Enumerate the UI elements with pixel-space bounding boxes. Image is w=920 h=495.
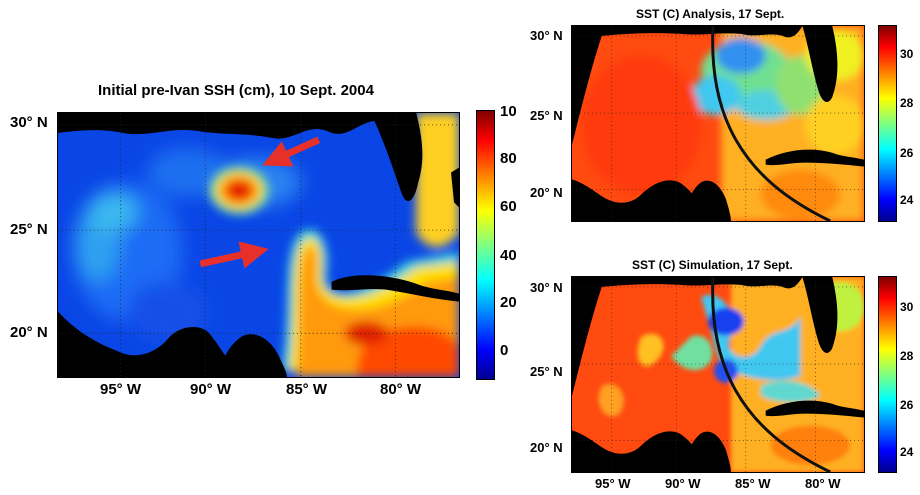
analysis-lat-tick-25: 25° N (530, 108, 563, 123)
ssh-lon-tick-85: 85° W (286, 381, 328, 398)
simulation-lat-tick-25: 25° N (530, 364, 563, 379)
analysis-colorbar-tick-24: 24 (900, 193, 914, 207)
ssh-map (57, 112, 460, 378)
arrow-icon (262, 136, 321, 167)
arrow-icon (199, 241, 269, 269)
analysis-lat-tick-30: 30° N (530, 28, 563, 43)
simulation-lon-tick-95: 95° W (595, 476, 631, 491)
ssh-lon-tick-90: 90° W (190, 381, 232, 398)
ssh-lat-tick-30: 30° N (10, 114, 48, 131)
simulation-colorbar-tick-26: 26 (900, 398, 914, 412)
ssh-lat-tick-25: 25° N (10, 221, 48, 238)
analysis-colorbar-tick-28: 28 (900, 96, 914, 110)
ssh-colorbar (476, 110, 495, 380)
ssh-colorbar-tick-40: 40 (500, 247, 517, 264)
simulation-colorbar-tick-30: 30 (900, 300, 914, 314)
simulation-lon-tick-85: 85° W (735, 476, 771, 491)
analysis-panel-title: SST (C) Analysis, 17 Sept. (636, 7, 785, 21)
ssh-colorbar-tick-0: 0 (500, 342, 509, 359)
hurricane-track-line (711, 277, 831, 472)
ssh-lon-tick-95: 95° W (100, 381, 142, 398)
simulation-lat-tick-30: 30° N (530, 280, 563, 295)
simulation-panel-title: SST (C) Simulation, 17 Sept. (632, 258, 793, 272)
ssh-colorbar-tick-80: 80 (500, 150, 517, 167)
ssh-panel-title: Initial pre-Ivan SSH (cm), 10 Sept. 2004 (98, 82, 374, 99)
analysis-colorbar (878, 25, 897, 222)
simulation-colorbar-tick-28: 28 (900, 349, 914, 363)
analysis-colorbar-tick-26: 26 (900, 146, 914, 160)
hurricane-track-line (711, 26, 831, 221)
simulation-lon-tick-80: 80° W (805, 476, 841, 491)
analysis-map (571, 25, 865, 222)
simulation-lat-tick-20: 20° N (530, 440, 563, 455)
simulation-lon-tick-90: 90° W (665, 476, 701, 491)
ssh-lat-tick-20: 20° N (10, 324, 48, 341)
simulation-colorbar (878, 276, 897, 473)
ssh-lon-tick-80: 80° W (380, 381, 422, 398)
analysis-lat-tick-20: 20° N (530, 185, 563, 200)
simulation-map (571, 276, 865, 473)
simulation-colorbar-tick-24: 24 (900, 445, 914, 459)
ssh-colorbar-tick-20: 20 (500, 294, 517, 311)
analysis-colorbar-tick-30: 30 (900, 47, 914, 61)
ssh-colorbar-tick-100: 10 (500, 103, 517, 120)
ssh-colorbar-tick-60: 60 (500, 198, 517, 215)
